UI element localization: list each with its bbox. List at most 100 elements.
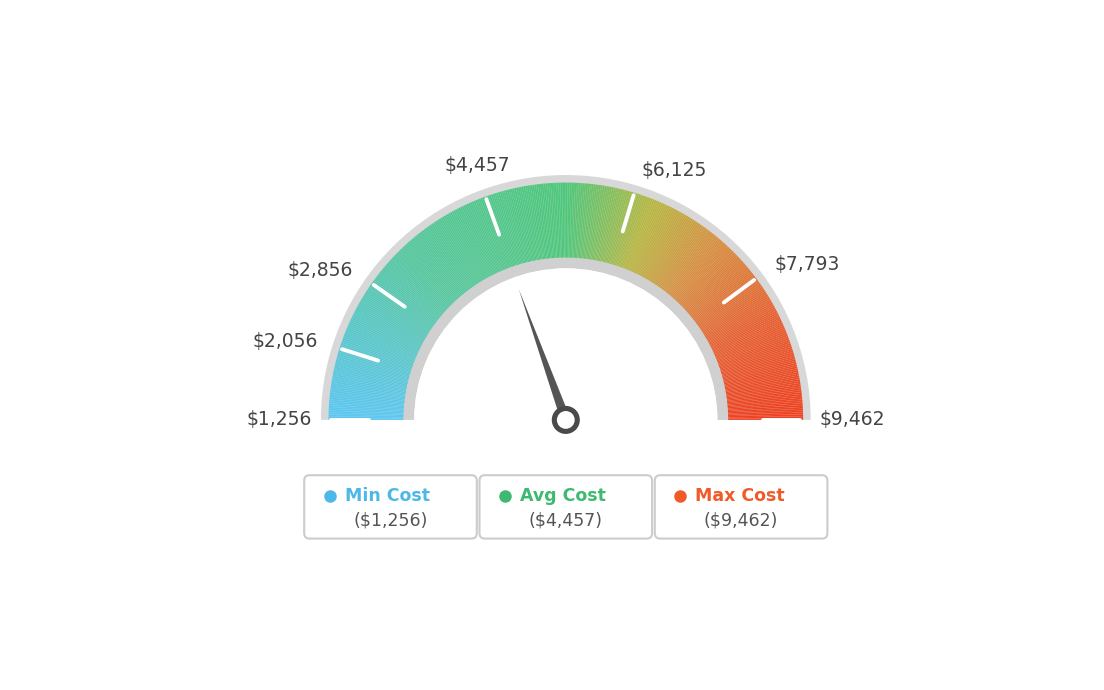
Wedge shape: [490, 194, 516, 266]
Wedge shape: [388, 262, 445, 313]
Wedge shape: [687, 262, 744, 313]
Wedge shape: [720, 348, 793, 373]
Wedge shape: [636, 206, 670, 275]
Wedge shape: [333, 368, 407, 386]
Wedge shape: [598, 188, 616, 262]
Wedge shape: [591, 186, 605, 260]
Wedge shape: [335, 363, 408, 382]
Wedge shape: [341, 342, 413, 368]
Text: $2,856: $2,856: [287, 261, 353, 279]
Wedge shape: [330, 386, 405, 398]
Wedge shape: [675, 244, 726, 301]
Wedge shape: [486, 196, 512, 268]
Wedge shape: [710, 312, 778, 348]
Wedge shape: [657, 224, 701, 287]
Wedge shape: [368, 288, 432, 331]
Wedge shape: [725, 377, 799, 392]
Wedge shape: [689, 266, 747, 316]
Wedge shape: [711, 314, 779, 348]
Wedge shape: [716, 333, 787, 362]
Wedge shape: [538, 184, 548, 259]
Wedge shape: [554, 183, 560, 258]
Wedge shape: [724, 370, 798, 387]
Wedge shape: [365, 291, 429, 333]
Wedge shape: [569, 183, 572, 258]
Wedge shape: [680, 252, 735, 306]
Circle shape: [556, 411, 575, 428]
Wedge shape: [578, 184, 586, 259]
Wedge shape: [710, 310, 777, 346]
Wedge shape: [378, 275, 438, 322]
Wedge shape: [372, 282, 434, 327]
Wedge shape: [721, 354, 794, 376]
Wedge shape: [671, 239, 721, 297]
Wedge shape: [690, 268, 750, 318]
Wedge shape: [505, 190, 526, 264]
Wedge shape: [329, 408, 404, 413]
Wedge shape: [527, 186, 541, 260]
Wedge shape: [728, 408, 803, 413]
Wedge shape: [665, 233, 713, 293]
Wedge shape: [702, 291, 766, 333]
Wedge shape: [700, 286, 763, 330]
Wedge shape: [688, 264, 746, 315]
Wedge shape: [421, 231, 468, 292]
Text: $1,256: $1,256: [247, 411, 312, 429]
Text: $2,056: $2,056: [253, 332, 318, 351]
Wedge shape: [412, 238, 461, 297]
Wedge shape: [577, 183, 584, 259]
Wedge shape: [348, 324, 417, 355]
Wedge shape: [556, 183, 561, 258]
Wedge shape: [383, 267, 442, 317]
Wedge shape: [698, 284, 761, 328]
Text: Min Cost: Min Cost: [344, 487, 429, 505]
Wedge shape: [635, 205, 669, 274]
Wedge shape: [429, 225, 474, 288]
Wedge shape: [686, 260, 743, 312]
Wedge shape: [666, 233, 714, 294]
Wedge shape: [526, 186, 539, 261]
Wedge shape: [471, 201, 502, 271]
Wedge shape: [507, 190, 527, 263]
Wedge shape: [718, 338, 789, 365]
Wedge shape: [549, 183, 555, 259]
Wedge shape: [596, 187, 612, 262]
Wedge shape: [456, 208, 492, 276]
Wedge shape: [466, 204, 499, 273]
Wedge shape: [679, 250, 732, 304]
Wedge shape: [604, 189, 623, 263]
Wedge shape: [514, 188, 532, 262]
Wedge shape: [459, 207, 495, 275]
Wedge shape: [718, 339, 789, 366]
Wedge shape: [435, 221, 478, 285]
Wedge shape: [332, 377, 406, 392]
Wedge shape: [364, 293, 429, 334]
Wedge shape: [438, 219, 480, 284]
Wedge shape: [690, 267, 749, 317]
Wedge shape: [634, 204, 667, 273]
Wedge shape: [361, 299, 426, 339]
Text: $7,793: $7,793: [775, 255, 840, 274]
Wedge shape: [703, 296, 769, 337]
Wedge shape: [545, 184, 553, 259]
Wedge shape: [647, 215, 687, 281]
Wedge shape: [722, 357, 795, 378]
Wedge shape: [389, 260, 446, 312]
Wedge shape: [700, 288, 764, 331]
Wedge shape: [702, 293, 767, 334]
Wedge shape: [726, 396, 803, 405]
Wedge shape: [723, 366, 797, 384]
Wedge shape: [624, 199, 654, 270]
Wedge shape: [630, 202, 661, 272]
Wedge shape: [704, 297, 771, 337]
Circle shape: [552, 406, 580, 434]
Wedge shape: [470, 202, 501, 272]
Wedge shape: [426, 227, 471, 289]
Wedge shape: [509, 189, 528, 263]
Wedge shape: [336, 361, 410, 381]
Wedge shape: [350, 319, 420, 352]
Wedge shape: [628, 201, 658, 271]
Wedge shape: [352, 315, 421, 350]
Wedge shape: [344, 333, 415, 362]
Wedge shape: [707, 304, 774, 342]
